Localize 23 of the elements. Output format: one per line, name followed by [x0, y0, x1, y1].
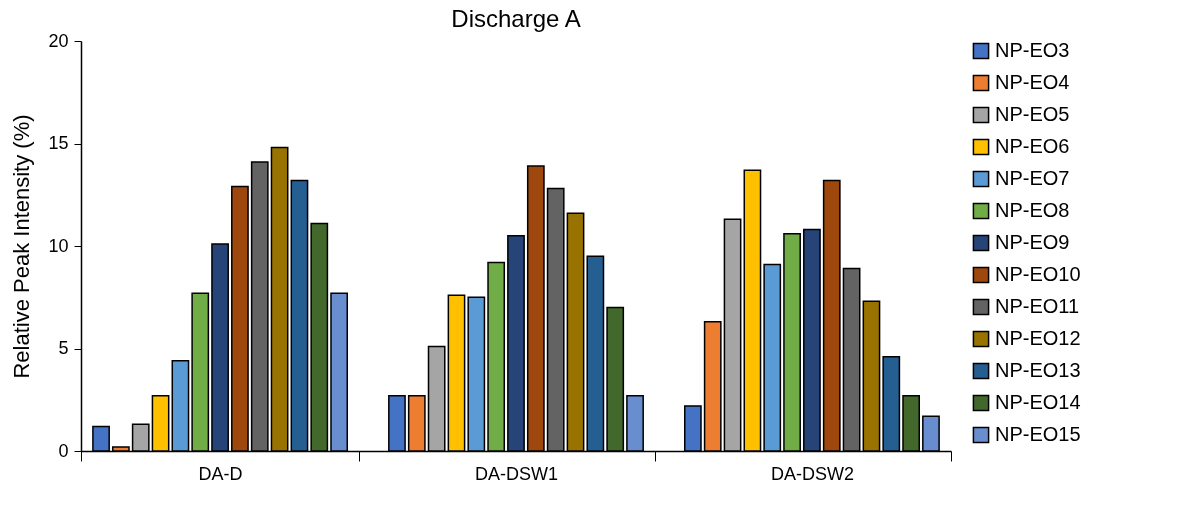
legend-label: NP-EO11	[995, 295, 1080, 317]
legend-label: NP-EO10	[995, 263, 1081, 285]
legend-label: NP-EO9	[995, 231, 1070, 253]
legend-label: NP-EO7	[995, 167, 1070, 189]
legend-label: NP-EO13	[995, 359, 1081, 381]
y-tick-label: 10	[48, 235, 69, 256]
legend-label: NP-EO14	[995, 391, 1081, 413]
legend-label: NP-EO3	[995, 39, 1070, 61]
x-tick-label: DA-DSW2	[770, 463, 854, 484]
y-tick-label: 20	[48, 30, 69, 51]
y-tick-label: 15	[48, 133, 69, 153]
legend-label: NP-EO12	[995, 327, 1081, 349]
y-tick-label: 5	[58, 338, 69, 358]
legend-label: NP-EO4	[995, 71, 1070, 93]
legend-label: NP-EO5	[995, 103, 1070, 125]
legend-label: NP-EO6	[995, 135, 1070, 157]
chart-title: Discharge A	[451, 5, 581, 32]
x-tick-label: DA-D	[198, 463, 243, 484]
legend-label: NP-EO15	[995, 423, 1081, 445]
y-tick-label: 0	[58, 440, 69, 461]
x-tick-label: DA-DSW1	[474, 463, 559, 484]
legend-label: NP-EO8	[995, 199, 1070, 221]
y-axis-title: Relative Peak Intensity (%)	[9, 114, 35, 379]
